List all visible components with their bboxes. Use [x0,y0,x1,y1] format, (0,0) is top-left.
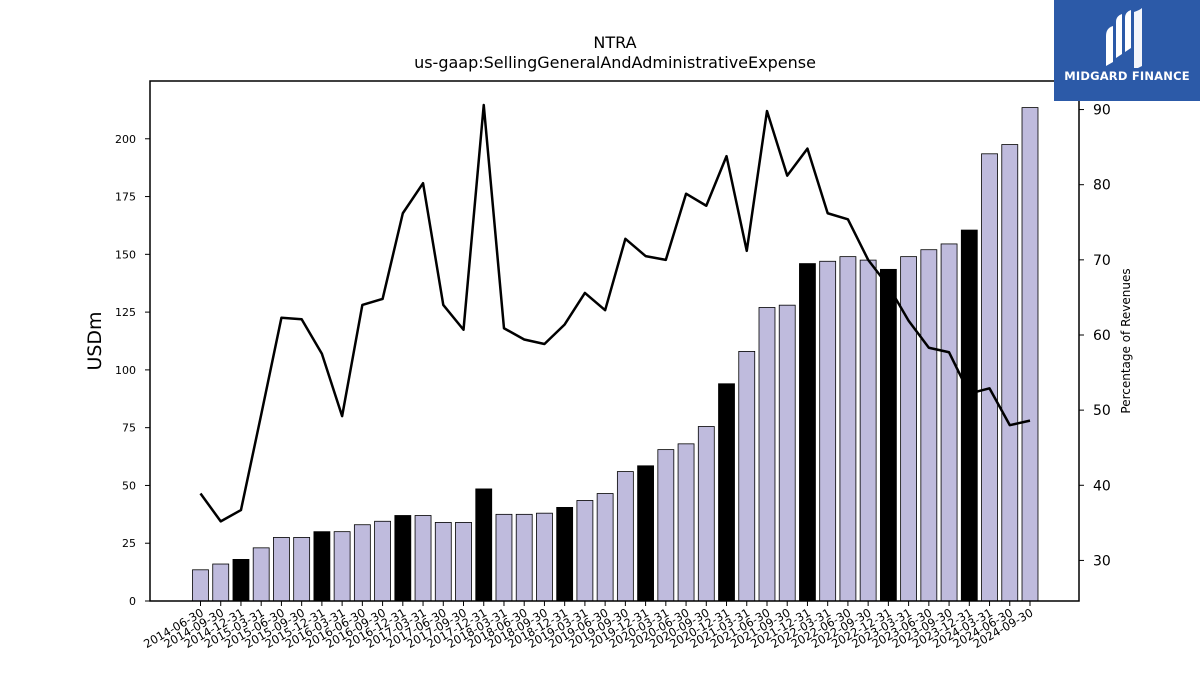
bar-series [192,107,1039,602]
bar-2023-03-31 [900,256,917,602]
bar-2015-09-30 [293,537,311,602]
bar-2014-06-30 [192,569,209,602]
bar-2016-03-31 [333,531,351,602]
bar-2015-03-31 [252,547,270,602]
y2-tick-label: 50 [1093,403,1111,419]
bar-2019-06-30 [596,493,614,602]
y-tick-label: 175 [115,191,136,204]
y-tick-label: 25 [122,537,136,550]
bar-2018-12-31 [556,506,574,602]
bar-2024-03-31 [981,153,998,602]
bar-2020-03-31 [657,449,675,602]
bar-2022-09-30 [859,259,877,602]
bar-2024-09-30 [1021,107,1039,602]
bar-2014-12-31 [232,559,250,602]
y2-tick-label: 90 [1093,103,1111,119]
bar-2016-09-30 [374,520,391,602]
plot-frame [149,80,1080,602]
bar-2023-12-31 [960,229,978,602]
y2-tick-label: 40 [1093,478,1111,494]
y-tick-label: 75 [122,422,136,435]
y2-tick-label: 30 [1093,553,1111,569]
midgard-logo-icon [1106,8,1142,68]
y-tick-label: 200 [115,133,136,146]
bar-2018-03-31 [495,513,513,602]
y2-tick-label: 80 [1093,178,1111,194]
bar-2022-12-31 [879,268,897,602]
bar-2022-03-31 [819,260,837,602]
bar-2022-06-30 [839,256,857,602]
bar-2015-12-31 [313,531,331,602]
y2-tick-label: 60 [1093,328,1111,344]
bar-2021-09-30 [778,304,796,602]
bar-2020-09-30 [697,426,715,602]
bar-2015-06-30 [273,537,290,602]
y-axis-label: USDm [84,311,106,370]
bar-2018-09-30 [536,512,553,602]
y-tick-label: 100 [115,364,136,377]
y-tick-label: 150 [115,248,136,261]
midgard-finance-logo: MIDGARD FINANCE [1054,0,1200,101]
y2-axis-label: Percentage of Revenues [1119,268,1133,413]
bar-2014-09-30 [212,563,230,602]
bar-2024-06-30 [1001,144,1019,602]
bar-2018-06-30 [515,513,533,602]
chart-subtitle: us-gaap:SellingGeneralAndAdministrativeE… [414,53,816,72]
chart-title: NTRA [593,33,636,52]
y-tick-label: 0 [129,595,136,608]
logo-text: MIDGARD FINANCE [1064,69,1190,83]
bar-2023-09-30 [940,243,958,602]
line-series [199,103,1031,523]
bar-2021-06-30 [758,307,776,602]
bar-2021-12-31 [799,263,816,602]
y-axis: 0 25 50 75 100 125 150 175 200 [115,133,150,608]
bar-2019-09-30 [616,471,634,602]
bar-2017-06-30 [434,522,452,602]
y2-axis: 30 40 50 60 70 80 90 [1079,103,1111,569]
bar-2020-12-31 [718,383,735,602]
y2-tick-label: 70 [1093,253,1111,269]
bar-2019-12-31 [637,465,654,602]
x-axis: 2014-06-302014-09-302014-12-312015-03-31… [141,601,1036,651]
percentage-line [199,103,1031,523]
bar-2020-06-30 [677,443,695,602]
bar-2019-03-31 [576,500,594,602]
bar-2021-03-31 [738,350,756,602]
bar-2016-06-30 [353,524,371,602]
y-tick-label: 125 [115,306,136,319]
bar-2016-12-31 [394,515,412,602]
bar-2023-06-30 [920,249,938,602]
bar-2017-03-31 [414,515,432,602]
y-tick-label: 50 [122,479,136,492]
bar-2017-12-31 [475,488,493,602]
bar-2017-09-30 [455,522,472,602]
